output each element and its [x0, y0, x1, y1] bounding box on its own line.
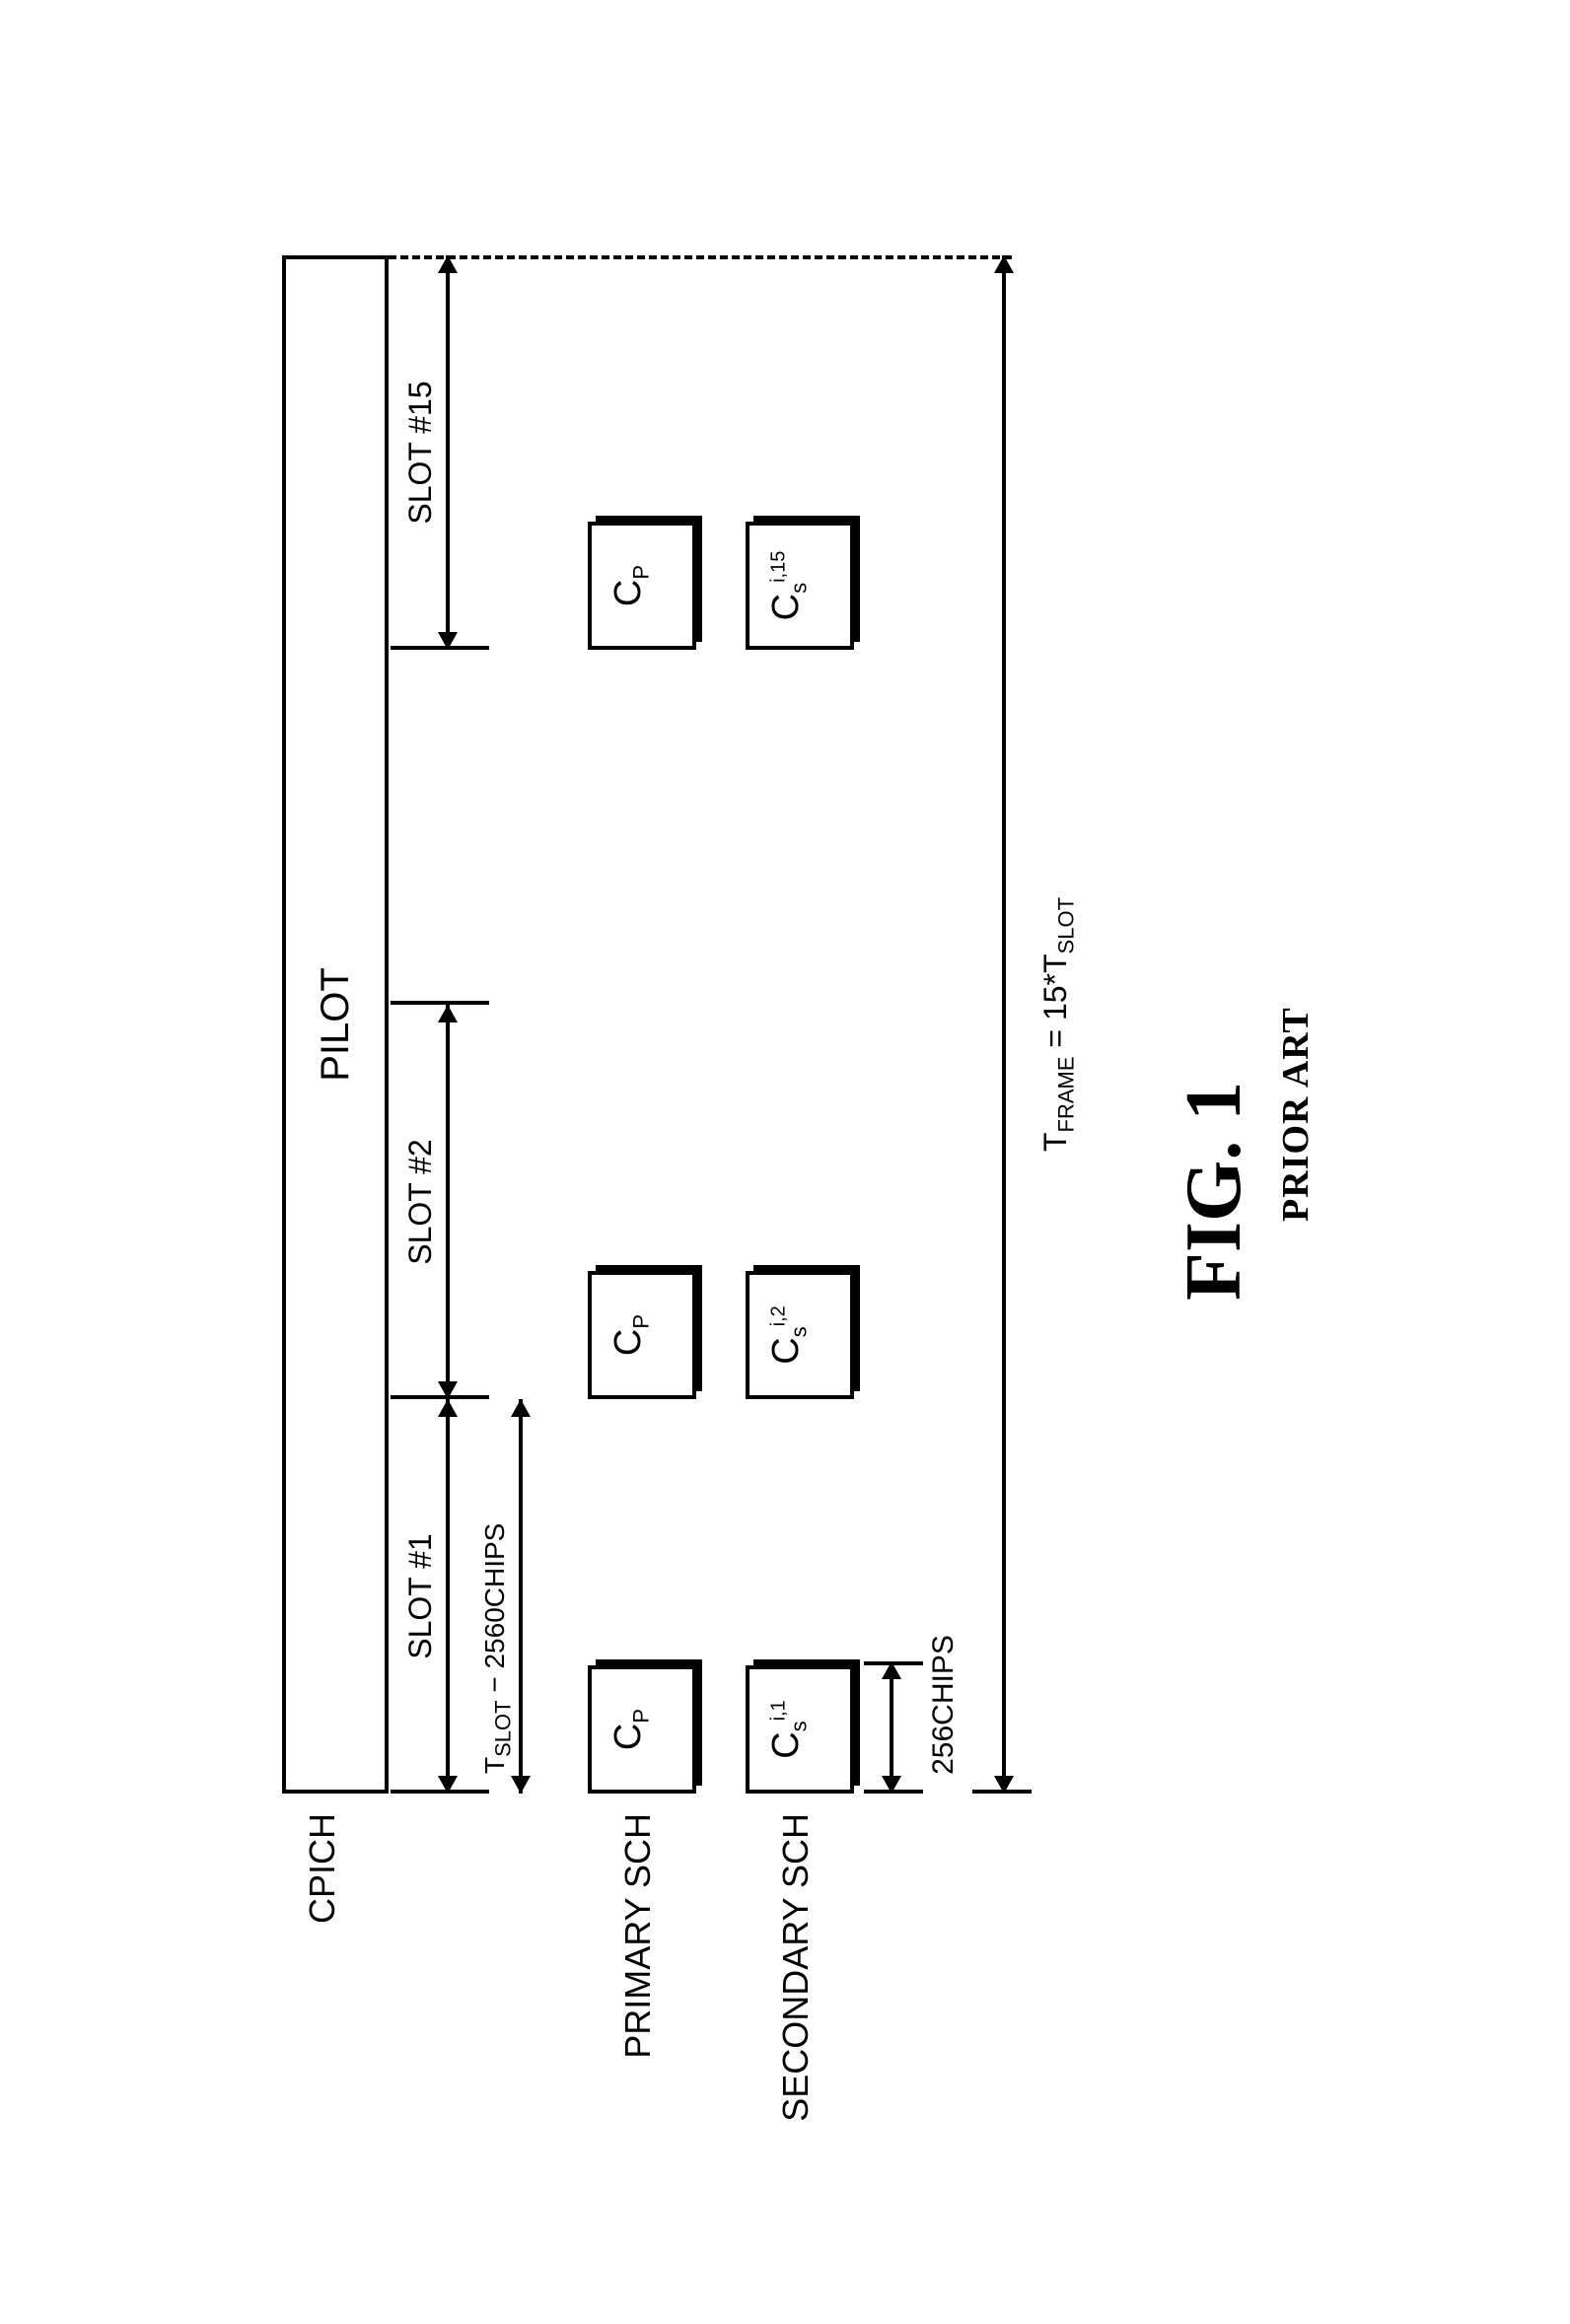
primary-code-box-2: CP: [588, 1271, 696, 1399]
secondary-code-box-1: Csi,1: [746, 1665, 854, 1794]
frame-end-dashed-line: [282, 255, 1012, 259]
tslot-label: TSLOT − 2560CHIPS: [479, 1360, 517, 1774]
slot15-arrow: [446, 255, 450, 650]
figure-title: FIG. 1: [1170, 1081, 1259, 1300]
primary-sch-label: PRIMARY SCH: [617, 1813, 659, 2129]
prior-art-label: PRIOR ART: [1274, 1007, 1318, 1222]
secondary-code-box-15: Csi,15: [746, 522, 854, 650]
tframe-arrow: [1002, 255, 1006, 1794]
pilot-text: PILOT: [314, 967, 357, 1082]
slot2-arrow: [446, 1005, 450, 1399]
secondary-sch-label: SECONDARY SCH: [775, 1813, 817, 2129]
slot1-arrow: [446, 1399, 450, 1794]
slot2-end-tick: [391, 1001, 489, 1005]
primary-code-box-1: CP: [588, 1665, 696, 1794]
primary-code-box-15: CP: [588, 522, 696, 650]
tframe-label: TFRAME = 15*TSLOT: [1037, 768, 1079, 1281]
slot15-label: SLOT #15: [402, 255, 439, 650]
chips-label: 256CHIPS: [927, 1577, 961, 1833]
frame-structure-diagram: CPICH PILOT SLOT #1 SLOT #2 SLOT #15 TSL…: [193, 176, 1377, 2148]
tslot-arrow: [519, 1399, 523, 1794]
cpich-label: CPICH: [302, 1813, 343, 2129]
slot2-label: SLOT #2: [402, 1005, 439, 1399]
secondary-code-box-2: Csi,2: [746, 1271, 854, 1399]
pilot-box: PILOT: [282, 255, 389, 1794]
chips-arrow: [890, 1661, 893, 1794]
slot1-label: SLOT #1: [402, 1399, 439, 1794]
